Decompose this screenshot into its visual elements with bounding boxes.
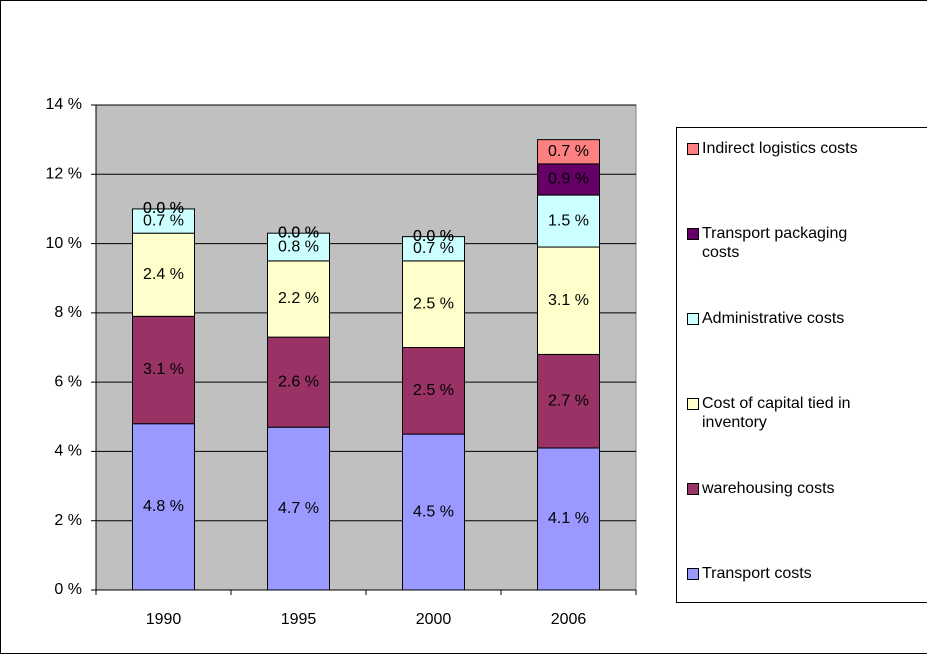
data-label: 0.0 % <box>413 228 454 245</box>
data-label: 2.6 % <box>278 373 319 390</box>
data-label: 0.7 % <box>143 212 184 229</box>
legend-swatch <box>687 568 699 580</box>
bar-segment <box>402 236 465 262</box>
legend-label: Cost of capital tied in inventory <box>702 395 851 431</box>
data-label: 2.5 % <box>413 295 454 312</box>
legend: Transport costs warehousing costs Cost of … <box>676 127 927 603</box>
data-label: 0.8 % <box>278 238 319 255</box>
legend-label: Indirect logistics costs <box>702 140 858 157</box>
data-label: 0.0 % <box>278 224 319 241</box>
legend-label: warehousing costs <box>702 480 835 497</box>
legend-entry: Cost of capital tied in inventory <box>687 394 859 432</box>
data-label: 0.7 % <box>413 240 454 257</box>
x-tick-label: 2006 <box>551 611 587 628</box>
data-label: 2.4 % <box>143 266 184 283</box>
bar-segment <box>132 315 195 425</box>
data-label: 0.0 % <box>143 200 184 217</box>
legend-entry: warehousing costs <box>687 479 859 498</box>
bar-segment <box>402 260 465 348</box>
y-tick-label: 12 % <box>46 166 82 183</box>
y-tick-label: 14 % <box>46 96 82 113</box>
x-tick-label: 1995 <box>281 611 317 628</box>
legend-swatch <box>687 483 699 495</box>
data-label: 0.0 % <box>278 224 319 241</box>
x-tick-label: 2000 <box>416 611 452 628</box>
data-label: 1.5 % <box>548 212 589 229</box>
legend-label: Administrative costs <box>702 310 845 327</box>
data-label: 4.8 % <box>143 498 184 515</box>
y-tick-label: 0 % <box>54 581 82 598</box>
y-tick-label: 6 % <box>54 373 82 390</box>
y-tick-label: 8 % <box>54 304 82 321</box>
bar-segment <box>132 232 195 317</box>
data-label: 4.7 % <box>278 500 319 517</box>
legend-label: Transport packaging costs <box>702 225 848 261</box>
bar-segment <box>402 347 465 435</box>
y-tick-label: 4 % <box>54 443 82 460</box>
data-label: 4.1 % <box>548 510 589 527</box>
bar-segment <box>267 260 330 338</box>
legend-swatch <box>687 228 699 240</box>
data-label: 3.1 % <box>548 292 589 309</box>
bar-segment <box>132 208 195 234</box>
data-label: 2.5 % <box>413 382 454 399</box>
legend-label: Transport costs <box>702 565 812 582</box>
bar-segment <box>267 232 330 262</box>
bar-segment <box>267 426 330 591</box>
data-label: 4.5 % <box>413 503 454 520</box>
y-tick-label: 10 % <box>46 235 82 252</box>
data-label: 0.0 % <box>143 200 184 217</box>
data-label: 3.1 % <box>143 361 184 378</box>
bar-segment <box>537 447 600 591</box>
legend-entry: Transport costs <box>687 564 859 583</box>
data-label: 2.2 % <box>278 290 319 307</box>
bar-segment <box>537 353 600 449</box>
data-label: 0.0 % <box>413 228 454 245</box>
legend-entry: Transport packaging costs <box>687 224 859 262</box>
data-label: 0.7 % <box>548 143 589 160</box>
legend-swatch <box>687 313 699 325</box>
data-label: 0.9 % <box>548 171 589 188</box>
y-tick-label: 2 % <box>54 512 82 529</box>
data-label: 2.7 % <box>548 392 589 409</box>
bar-segment <box>537 246 600 355</box>
legend-entry: Indirect logistics costs <box>687 139 859 158</box>
legend-swatch <box>687 398 699 410</box>
bar-segment <box>132 423 195 591</box>
legend-entry: Administrative costs <box>687 309 859 328</box>
legend-swatch <box>687 143 699 155</box>
x-tick-label: 1990 <box>146 611 182 628</box>
bar-segment <box>402 433 465 591</box>
bar-segment <box>537 139 600 165</box>
bar-segment <box>537 194 600 248</box>
